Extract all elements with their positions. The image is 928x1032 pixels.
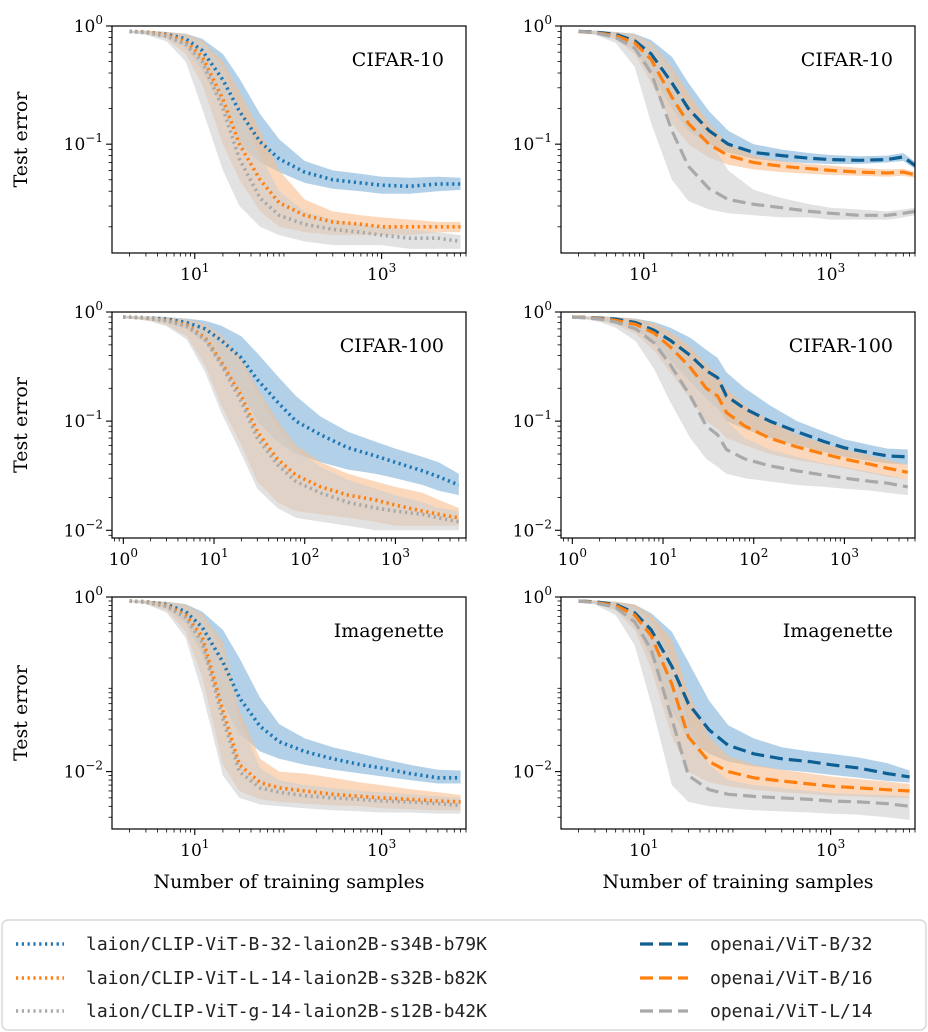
plot-area [123,315,460,531]
panel-imagenette-laion: 101 103 100 10−2 Imagenette Test error Number … [10,584,467,893]
band-openai_b32 [572,316,908,465]
line-openai_l14 [578,29,915,217]
legend-label-laion_l14: laion/CLIP-ViT-L-14-laion2B-s32B-b82K [86,968,487,989]
x-axis-label: Number of training samples [153,871,424,893]
panel-cifar-10-openai: 101 103 100 10−1 CIFAR-10 [513,13,916,285]
legend-label-openai_b32: openai/ViT-B/32 [710,934,873,955]
panel-imagenette-openai: 101 103 100 10−2 Imagenette Number of trainin… [513,584,916,893]
panel-title: Imagenette [334,620,444,642]
x-tick-label: 100 [109,546,138,570]
legend-label-openai_b16: openai/ViT-B/16 [710,968,873,989]
plot-area [129,599,461,814]
x-tick-label: 101 [180,261,209,285]
x-tick-label: 102 [290,546,319,570]
y-tick-label: 100 [74,584,103,608]
y-tick-label: 100 [74,299,103,323]
plot-area [129,29,461,249]
axes-frame [560,311,916,539]
axes-frame [560,25,916,254]
x-tick-label: 103 [367,837,396,861]
x-tick-label: 101 [648,546,677,570]
y-tick-label: 10−1 [64,408,103,432]
panel-cifar-100-laion: 100 101 102 103 100 10−1 10−2 CIFAR-100 Test err… [10,299,467,570]
legend-label-laion_g14: laion/CLIP-ViT-g-14-laion2B-s12B-b42K [86,1001,487,1022]
line-laion_g14 [123,315,460,524]
x-axis-label: Number of training samples [602,871,873,893]
band-laion_b32 [123,316,459,496]
axes-frame [560,596,916,830]
legend: laion/CLIP-ViT-B-32-laion2B-s34B-b79K lai… [1,919,927,1031]
axes-frame [111,25,467,254]
x-tick-label: 101 [180,837,209,861]
y-tick-label: 10−1 [513,131,552,155]
line-openai_l14 [578,599,910,808]
band-laion_g14 [129,600,461,814]
band-laion_g14 [123,316,459,531]
x-tick-label: 101 [629,261,658,285]
band-laion_g14 [129,30,461,249]
legend-label-laion_b32: laion/CLIP-ViT-B-32-laion2B-s34B-b79K [86,934,487,955]
axes-frame [111,311,467,539]
y-tick-label: 100 [523,13,552,37]
y-tick-label: 100 [523,584,552,608]
y-axis-label: Test error [10,664,32,761]
y-tick-label: 10−2 [513,517,552,541]
y-tick-label: 100 [74,13,103,37]
panel-title: CIFAR-100 [789,335,893,357]
line-laion_b32 [129,599,461,780]
x-tick-label: 101 [199,546,228,570]
x-tick-label: 102 [739,546,768,570]
panel-title: Imagenette [783,620,893,642]
y-axis-label: Test error [10,376,32,473]
line-laion_l14 [129,29,461,229]
x-tick-label: 103 [367,261,396,285]
x-tick-label: 101 [629,837,658,861]
line-openai_b16 [578,29,915,177]
legend-label-openai_l14: openai/ViT-L/14 [710,1001,873,1022]
band-openai_b16 [572,316,908,480]
plot-area [572,315,909,496]
y-tick-label: 10−2 [64,759,103,783]
x-tick-label: 103 [830,546,859,570]
x-tick-label: 103 [381,546,410,570]
legend-box [1,919,927,1031]
y-tick-label: 10−2 [513,759,552,783]
axes-frame [111,596,467,830]
line-laion_g14 [129,29,461,244]
line-openai_b16 [572,315,909,474]
panel-cifar-100-openai: 100 101 102 103 100 10−1 10−2 CIFAR-100 [513,299,916,570]
panel-title: CIFAR-10 [352,49,444,71]
panel-title: CIFAR-100 [340,335,444,357]
x-tick-label: 100 [558,546,587,570]
panel-title: CIFAR-10 [801,49,893,71]
y-tick-label: 100 [523,299,552,323]
y-tick-label: 10−1 [513,408,552,432]
plot-area [578,29,915,220]
y-tick-label: 10−2 [64,517,103,541]
line-openai_b32 [578,29,915,167]
plot-area [578,599,910,820]
band-openai_l14 [572,316,908,496]
y-axis-label: Test error [10,91,32,188]
panel-cifar-10-laion: 101 103 100 10−1 CIFAR-10 Test error [10,13,467,285]
line-openai_b16 [578,599,910,793]
line-openai_l14 [572,315,909,489]
y-tick-label: 10−1 [64,131,103,155]
x-tick-label: 103 [816,261,845,285]
x-tick-label: 103 [816,837,845,861]
